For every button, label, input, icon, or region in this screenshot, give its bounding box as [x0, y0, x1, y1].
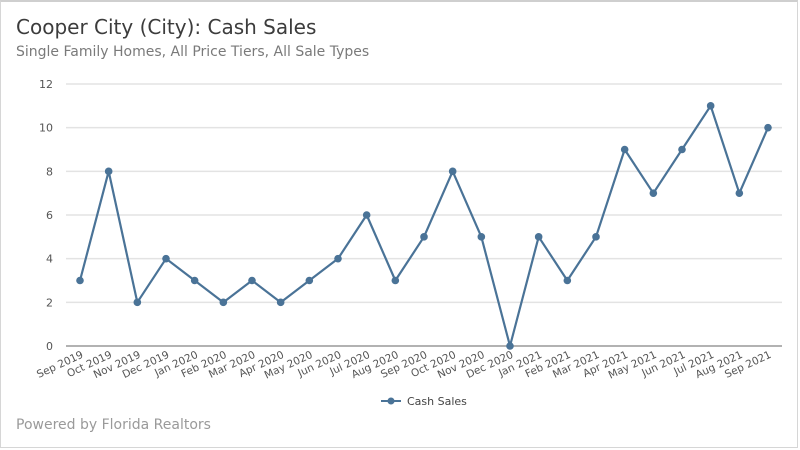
- data-point[interactable]: [219, 298, 228, 307]
- data-point[interactable]: [764, 123, 772, 132]
- y-tick-label: 8: [46, 165, 53, 178]
- gridlines: [66, 83, 782, 304]
- series-points: [76, 102, 772, 350]
- data-point[interactable]: [133, 298, 142, 307]
- data-point[interactable]: [276, 298, 285, 307]
- y-tick-label: 2: [46, 296, 53, 309]
- data-point[interactable]: [420, 233, 428, 241]
- series-line-cash-sales: [78, 104, 770, 348]
- data-point[interactable]: [190, 276, 199, 285]
- data-point[interactable]: [706, 102, 715, 110]
- data-point[interactable]: [534, 233, 543, 241]
- data-point[interactable]: [477, 233, 486, 241]
- powered-by-footer: Powered by Florida Realtors: [16, 417, 211, 433]
- chart-title: Cooper City (City): Cash Sales: [16, 15, 317, 39]
- legend-label: Cash Sales: [407, 395, 467, 408]
- data-point[interactable]: [735, 189, 744, 197]
- legend[interactable]: Cash Sales: [381, 395, 467, 408]
- data-point[interactable]: [391, 276, 400, 285]
- data-point[interactable]: [563, 276, 572, 285]
- data-point[interactable]: [506, 342, 514, 350]
- y-axis-ticks: 0 2 4 6 8 10 12: [39, 78, 53, 353]
- data-point[interactable]: [104, 167, 113, 176]
- chart-subtitle: Single Family Homes, All Price Tiers, Al…: [16, 44, 370, 60]
- data-point[interactable]: [448, 167, 457, 176]
- y-tick-label: 10: [39, 122, 53, 135]
- data-point[interactable]: [248, 276, 256, 285]
- y-tick-label: 4: [46, 253, 53, 266]
- legend-swatch-marker: [387, 397, 395, 405]
- y-tick-label: 6: [46, 209, 53, 222]
- data-point[interactable]: [649, 189, 658, 197]
- y-tick-label: 0: [46, 340, 53, 353]
- data-point[interactable]: [334, 254, 342, 263]
- data-point[interactable]: [620, 145, 629, 154]
- data-point[interactable]: [162, 254, 170, 263]
- y-tick-label: 12: [39, 78, 53, 91]
- data-point[interactable]: [76, 276, 84, 285]
- data-point[interactable]: [592, 233, 600, 241]
- data-point[interactable]: [362, 211, 371, 219]
- data-point[interactable]: [678, 145, 686, 154]
- data-point[interactable]: [305, 276, 314, 285]
